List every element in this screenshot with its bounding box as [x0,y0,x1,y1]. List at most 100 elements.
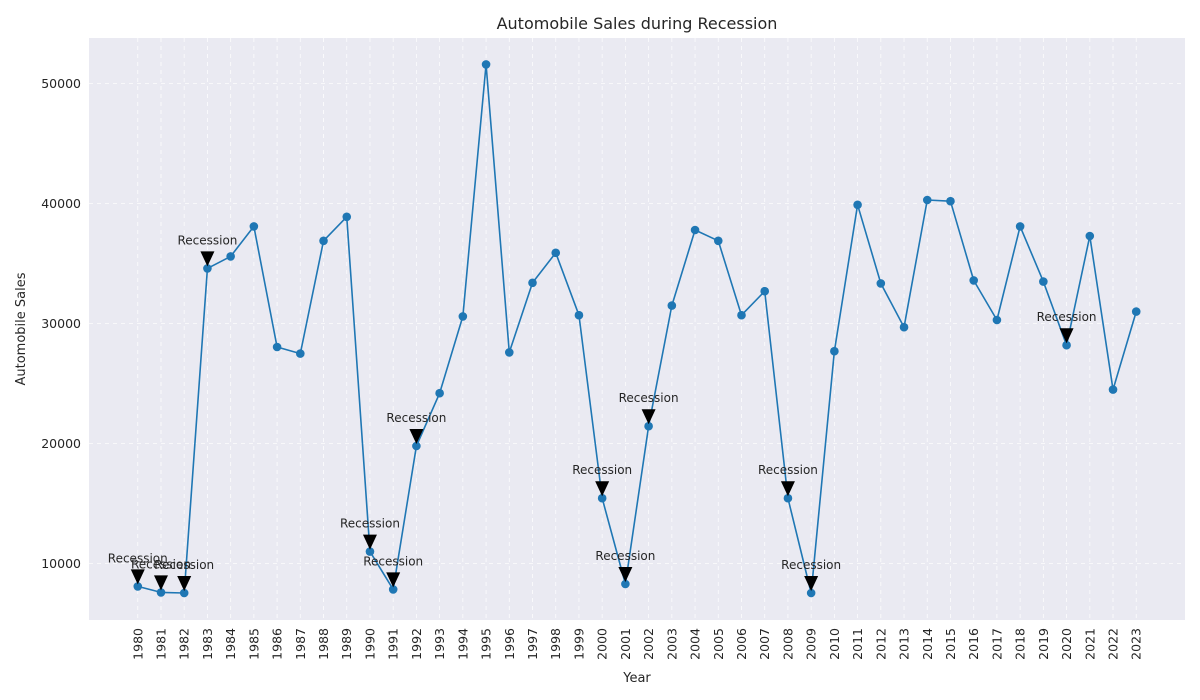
x-tick-label: 1987 [293,628,308,660]
x-tick-label: 2020 [1059,628,1074,660]
y-tick-label: 40000 [41,196,81,211]
data-point [203,264,212,273]
x-tick-label: 2012 [873,628,888,660]
data-point [156,588,166,597]
annotation-label: Recession [108,551,168,565]
data-point [481,60,491,69]
x-tick-label: 2000 [595,628,610,660]
data-point [644,421,653,431]
data-point [319,236,328,246]
markers-layer [133,60,1141,598]
x-tick-label: 1998 [548,628,563,660]
x-tick-label: 2007 [757,628,772,660]
annotation-arrow [409,429,424,444]
annotation-arrow [804,576,819,591]
y-ticks: 10000 20000 30000 40000 50000 [41,76,81,571]
annotation-label: Recession [1037,310,1097,324]
x-tick-label: 1995 [479,628,494,660]
x-tick-label: 2001 [618,628,633,660]
x-tick-label: 1994 [455,628,470,660]
annotation-arrow [177,576,192,591]
annotation-arrow [200,251,215,267]
data-point [296,349,305,358]
x-tick-label: 2002 [641,628,656,660]
x-tick-label: 1993 [432,628,447,660]
data-point [574,310,584,320]
x-tick-label: 2021 [1082,628,1097,660]
annotation-label: Recession [758,463,818,477]
data-point [1039,277,1048,286]
series-line [137,63,1138,594]
data-point [969,276,978,285]
x-tick-label: 2018 [1013,628,1028,660]
data-point [528,278,537,288]
data-point [1062,340,1071,350]
annotation-arrow [780,481,795,497]
annotation-label: Recession [572,463,632,477]
x-tick-label: 1982 [177,628,192,660]
annotation-arrow [1059,328,1074,344]
data-point [783,493,793,503]
data-point [713,236,723,246]
series-layer [137,63,1138,594]
data-point [365,547,375,556]
annotation-label: Recession [386,411,446,425]
x-tick-label: 1981 [153,628,168,660]
x-tick-label: 2009 [804,628,819,660]
annotation-arrow [618,567,633,582]
data-point [249,222,259,231]
x-tick-label: 1984 [223,628,238,660]
x-tick-label: 1999 [571,628,586,660]
data-point [876,279,886,288]
x-tick-label: 2006 [734,628,749,660]
data-point [830,346,839,356]
data-point [760,286,770,296]
x-tick-label: 1990 [362,628,377,660]
y-tick-label: 50000 [41,76,81,91]
annotation-arrow [362,534,377,550]
annotation-arrow [595,481,610,497]
x-axis-label: Year [622,671,651,686]
data-point [899,322,909,332]
x-tick-label: 1980 [130,628,145,660]
annotation-label: Recession [781,558,841,572]
y-tick-label: 20000 [41,436,81,451]
data-point [806,588,816,598]
annotation-arrow [386,572,401,588]
data-point [226,252,235,261]
grid [89,38,1185,620]
annotation-arrow [641,409,656,425]
x-tick-label: 2014 [920,628,935,660]
data-point [737,310,746,320]
x-tick-label: 2022 [1106,628,1121,660]
annotation-label: Recession [154,558,214,572]
x-tick-label: 2023 [1129,628,1144,660]
data-point [504,348,514,357]
annotation-arrow [153,575,168,591]
plot-area [89,38,1185,620]
x-tick-label: 1991 [386,628,401,660]
data-point [853,200,862,210]
x-tick-label: 2019 [1036,628,1051,660]
x-tick-label: 2004 [688,628,703,660]
data-point [551,248,561,258]
y-axis-label: Automobile Sales [14,272,29,385]
annotation-label: Recession [131,557,191,571]
y-tick-label: 30000 [41,316,81,331]
data-point [388,585,398,594]
annotation-label: Recession [363,554,423,568]
x-tick-label: 2011 [850,628,865,660]
x-ticks: 1980 1981 1982 1983 1984 1985 1986 1987 1988 1989… [130,628,1143,660]
x-tick-label: 1992 [409,628,424,660]
x-tick-label: 1988 [316,628,331,660]
x-tick-label: 2003 [664,628,679,660]
data-point [1015,222,1025,231]
data-point [1131,307,1141,316]
x-tick-label: 1985 [246,628,261,660]
x-tick-label: 2010 [827,628,842,660]
data-point [342,212,352,222]
x-tick-label: 2008 [780,628,795,660]
annotations-layer: RecessionRecessionRecessionRecessionRece… [108,233,1097,591]
data-point [1108,385,1118,394]
